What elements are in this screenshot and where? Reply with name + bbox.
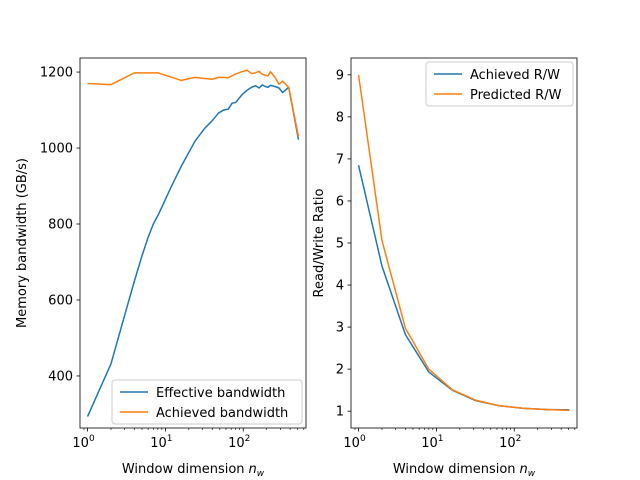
x-tick-label-base: 10 (343, 436, 360, 451)
x-axis-label-text: Window dimension (122, 462, 245, 477)
x-tick-label: 101 (421, 434, 443, 451)
y-tick-label: 1200 (40, 66, 73, 81)
x-tick-label-exponent: 2 (245, 434, 251, 444)
legend: Effective bandwidth Achieved bandwidth (111, 379, 303, 425)
x-tick-label-base: 10 (228, 436, 245, 451)
x-tick-label-exponent: 0 (360, 434, 366, 444)
x-tick-label-exponent: 0 (89, 434, 95, 444)
y-tick-label: 4 (336, 279, 344, 294)
y-tick-label: 400 (48, 369, 73, 384)
axes-frame (350, 57, 578, 429)
x-axis-label: Window dimension nw (393, 462, 536, 479)
series-line-1 (87, 69, 300, 137)
y-tick-label: 9 (336, 68, 344, 83)
axes-frame (79, 57, 307, 429)
y-tick-label: 3 (336, 321, 344, 336)
x-tick-label-base: 10 (72, 436, 89, 451)
x-tick-label: 100 (72, 434, 95, 451)
x-tick-label: 102 (499, 434, 521, 451)
x-tick-label-base: 10 (421, 436, 438, 451)
legend-frame (425, 61, 574, 107)
y-tick-label: 1000 (40, 142, 73, 157)
x-axis-label-text: Window dimension (393, 462, 516, 477)
legend-label-0: Achieved R/W (470, 68, 560, 83)
y-tick-label: 5 (336, 237, 344, 252)
legend-label-0: Effective bandwidth (156, 386, 285, 401)
y-tick-label: 8 (336, 110, 344, 125)
x-axis-label-symbol: n (249, 462, 257, 477)
x-tick-label-base: 10 (499, 436, 516, 451)
series-line-0 (86, 84, 300, 417)
legend-label-1: Achieved bandwidth (156, 406, 288, 421)
legend-label-1: Predicted R/W (470, 88, 562, 103)
series-line-1 (357, 74, 570, 412)
y-tick-label: 800 (48, 218, 73, 233)
x-tick-label: 100 (343, 434, 366, 451)
x-axis-label: Window dimension nw (122, 462, 265, 479)
y-tick-label: 7 (336, 152, 344, 167)
y-axis-label: Memory bandwidth (GB/s) (15, 158, 30, 328)
legend: Achieved R/W Predicted R/W (425, 61, 574, 107)
x-axis-label-subscript: w (257, 469, 265, 479)
x-axis-label-symbol: n (520, 462, 528, 477)
x-tick-label-base: 10 (150, 436, 167, 451)
y-axis-label: Read/Write Ratio (312, 189, 327, 298)
x-axis-label-subscript: w (528, 469, 536, 479)
y-tick-label: 600 (48, 293, 73, 308)
y-tick-label: 2 (336, 363, 344, 378)
y-tick-label: 1 (336, 405, 344, 420)
x-tick-label: 102 (228, 434, 250, 451)
legend-frame (111, 379, 303, 425)
x-tick-label-exponent: 1 (167, 434, 173, 444)
x-tick-label-exponent: 1 (438, 434, 444, 444)
y-tick-label: 6 (336, 194, 344, 209)
x-tick-label: 101 (150, 434, 172, 451)
x-tick-label-exponent: 2 (516, 434, 522, 444)
